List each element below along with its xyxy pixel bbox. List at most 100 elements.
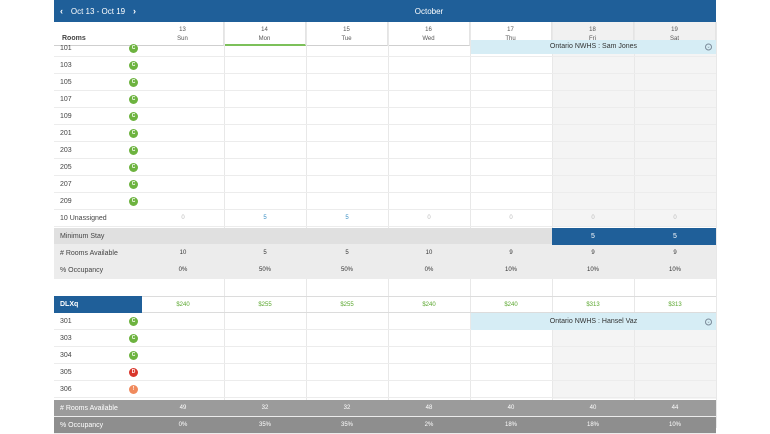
occupancy-row-cell: 50% [340, 267, 353, 273]
room-number: 209 [60, 198, 72, 205]
room-row-103[interactable]: 103 C [54, 57, 716, 74]
rate-price[interactable]: $313 [668, 302, 682, 308]
booking-guest: Ontario NWHS : Sam Jones [549, 43, 638, 50]
room-row-107[interactable]: 107 C [54, 91, 716, 108]
occupancy-row: % Occupancy 0% 50% 50% 0% 10% 10% 10% [54, 262, 716, 279]
room-status-badge[interactable]: C [129, 334, 138, 343]
rooms-available-row-cell: 49 [179, 405, 187, 411]
occupancy-row-cell: 18% [504, 422, 517, 428]
booking-bar[interactable]: Ontario NWHS : Hansel Vaz × [471, 313, 716, 330]
rooms-available-row-cell: 9 [509, 250, 513, 256]
room-number: 105 [60, 79, 72, 86]
room-row-101[interactable]: 101 C [54, 40, 716, 57]
room-row-303[interactable]: 303 C [54, 330, 716, 347]
unassigned-row-cell: 0 [509, 215, 513, 221]
day-header-tue[interactable]: 15 Tue [306, 22, 388, 46]
rate-price[interactable]: $240 [504, 302, 518, 308]
room-row-301[interactable]: 301 C [54, 313, 716, 330]
day-number: 13 [179, 27, 186, 33]
rate-price[interactable]: $313 [586, 302, 600, 308]
minimum-stay-row: Minimum Stay 5 5 [54, 228, 716, 245]
room-status-badge[interactable]: C [129, 112, 138, 121]
occupancy-row-cell: 2% [424, 422, 434, 428]
occupancy-row-cell: 10% [504, 267, 517, 273]
room-type-header[interactable]: DLXq [54, 296, 142, 313]
occupancy-row-cell: 50% [258, 267, 271, 273]
room-number: 207 [60, 181, 72, 188]
room-status-badge[interactable]: C [129, 78, 138, 87]
day-header-wed[interactable]: 16 Wed [388, 22, 470, 46]
day-name: Mon [258, 36, 271, 42]
minimum-stay-cell [224, 228, 306, 245]
rate-price[interactable]: $240 [422, 302, 436, 308]
date-range-label: Oct 13 - Oct 19 [70, 6, 126, 16]
day-name: Sun [177, 36, 188, 42]
column-divider [470, 22, 471, 428]
room-row-203[interactable]: 203 C [54, 142, 716, 159]
day-name: Sat [669, 36, 679, 42]
day-header-sun[interactable]: 13 Sun [142, 22, 224, 46]
minimum-stay-cell [470, 228, 552, 245]
room-status-badge[interactable]: C [129, 61, 138, 70]
room-row-109[interactable]: 109 C [54, 108, 716, 125]
room-number: 304 [60, 352, 72, 359]
rooms-available-row-label: # Rooms Available [60, 405, 118, 412]
room-row-201[interactable]: 201 C [54, 125, 716, 142]
room-status-badge[interactable]: C [129, 180, 138, 189]
room-status-badge[interactable]: C [129, 351, 138, 360]
booking-guest: Ontario NWHS : Hansel Vaz [549, 318, 638, 325]
room-number: 305 [60, 369, 72, 376]
chevron-right-icon[interactable]: › [133, 6, 136, 16]
room-status-badge[interactable]: D [129, 368, 138, 377]
room-status-badge[interactable]: C [129, 95, 138, 104]
minimum-stay-cell[interactable]: 5 [552, 228, 634, 245]
booking-bar[interactable]: Ontario NWHS : Sam Jones × [471, 40, 716, 54]
room-row-209[interactable]: 209 C [54, 193, 716, 210]
day-name: Wed [422, 36, 435, 42]
rate-price[interactable]: $255 [340, 302, 354, 308]
rooms-available-row-cell: 5 [345, 250, 349, 256]
rooms-available-row-label: # Rooms Available [60, 250, 118, 257]
day-name: Tue [341, 36, 352, 42]
close-icon[interactable]: × [705, 318, 712, 325]
weekend-column-sat [634, 46, 716, 226]
room-status-badge[interactable]: C [129, 44, 138, 53]
occupancy-row-label: % Occupancy [60, 422, 104, 429]
room-row-304[interactable]: 304 C [54, 347, 716, 364]
rate-price[interactable]: $255 [258, 302, 272, 308]
room-status-badge[interactable]: C [129, 317, 138, 326]
minimum-stay-cell[interactable]: 5 [634, 228, 716, 245]
rooms-available-row-cell: 32 [343, 405, 351, 411]
room-row-305[interactable]: 305 D [54, 364, 716, 381]
rooms-available-row-cell: 9 [591, 250, 595, 256]
room-status-badge[interactable]: C [129, 129, 138, 138]
close-icon[interactable]: × [705, 43, 712, 51]
room-status-badge[interactable]: C [129, 197, 138, 206]
day-name: Thu [505, 36, 516, 42]
rooms-column-header: Rooms [54, 22, 142, 46]
room-row-105[interactable]: 105 C [54, 74, 716, 91]
room-row-207[interactable]: 207 C [54, 176, 716, 193]
room-number: 306 [60, 386, 72, 393]
unassigned-row-cell: 0 [181, 215, 185, 221]
chevron-left-icon[interactable]: ‹ [60, 6, 63, 16]
room-status-badge[interactable]: C [129, 146, 138, 155]
room-row-306[interactable]: 306! [54, 381, 716, 398]
rooms-available-row-cell: 9 [673, 250, 677, 256]
room-row-205[interactable]: 205 C [54, 159, 716, 176]
rooms-available-row-cell: 10 [179, 250, 187, 256]
rooms-available-row-cell: 48 [425, 405, 433, 411]
room-number: 103 [60, 62, 72, 69]
room-status-badge[interactable]: ! [129, 385, 138, 394]
rooms-available-row-cell: 10 [425, 250, 433, 256]
occupancy-row-cell: 35% [340, 422, 353, 428]
rooms-available-row-cell: 44 [671, 405, 679, 411]
room-number: 301 [60, 318, 72, 325]
room-number: 201 [60, 130, 72, 137]
room-status-badge[interactable]: C [129, 163, 138, 172]
rate-price[interactable]: $240 [176, 302, 190, 308]
rooms-available-row-cell: 40 [589, 405, 597, 411]
unassigned-row-cell: 5 [345, 215, 349, 221]
day-number: 19 [671, 27, 678, 33]
day-header-mon[interactable]: 14 Mon [224, 22, 306, 46]
